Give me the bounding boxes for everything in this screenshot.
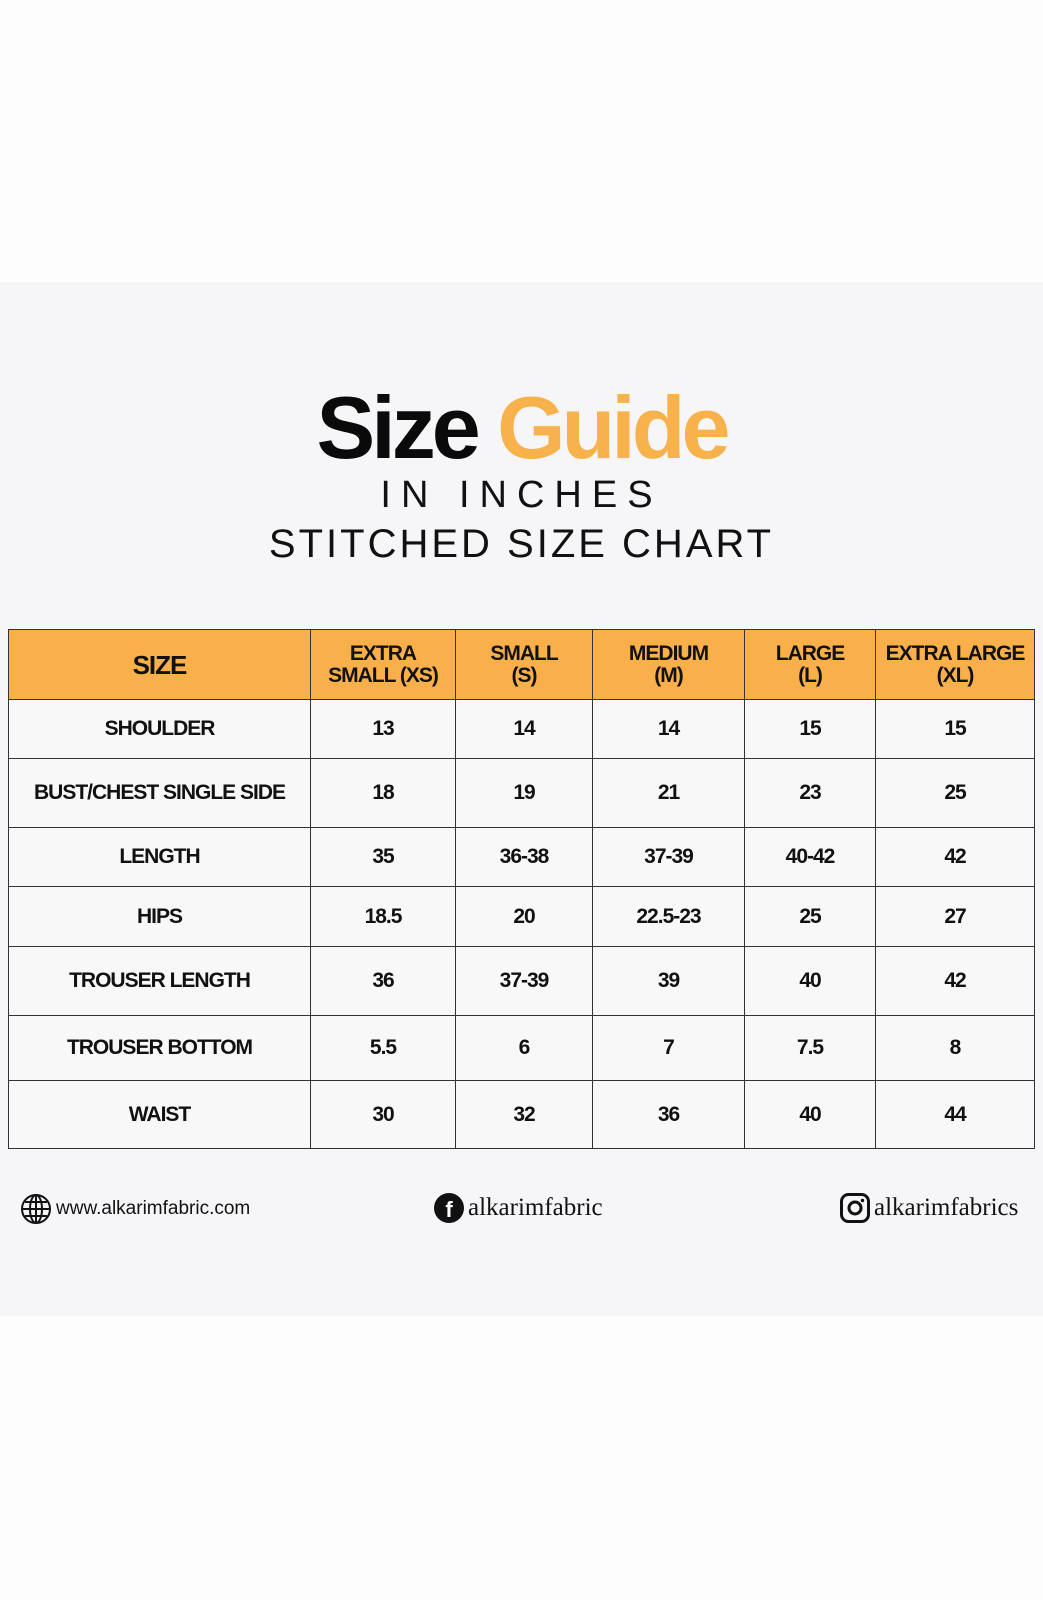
measurement-value: 40: [744, 946, 876, 1016]
facebook-text[interactable]: alkarimfabric: [468, 1194, 603, 1221]
measurement-value: 36: [310, 946, 456, 1016]
header-size-column: MEDIUM (M): [592, 629, 745, 700]
header-label-line: MEDIUM: [628, 641, 709, 665]
table-row: BUST/CHEST SINGLE SIDE 18 19 21 23 25: [8, 758, 1035, 828]
measurement-value: 7.5: [744, 1015, 876, 1081]
header-label-line: (L): [798, 663, 823, 687]
measurement-value: 35: [310, 827, 456, 887]
measurement-value: 22.5-23: [592, 886, 745, 947]
measurement-value: 36-38: [455, 827, 593, 887]
measurement-value: 15: [875, 699, 1035, 759]
header-label-line: SIZE: [132, 649, 188, 680]
measurement-value: 5.5: [310, 1015, 456, 1081]
measurement-value: 36: [592, 1080, 745, 1149]
header-row: SIZE EXTRA SMALL (XS) SMALL (S) MEDIUM (M) LARG…: [8, 629, 1035, 700]
header-label-line: (XL): [936, 663, 975, 687]
header-label-line: SMALL (XS): [328, 663, 439, 687]
table-row: HIPS 18.5 20 22.5-23 25 27: [8, 886, 1035, 947]
measurement-value: 19: [455, 758, 593, 828]
measurement-value: 13: [310, 699, 456, 759]
measurement-label: TROUSER LENGTH: [8, 946, 311, 1016]
measurement-value: 30: [310, 1080, 456, 1149]
header-size: SIZE: [8, 629, 311, 700]
header-size-column: EXTRA LARGE (XL): [875, 629, 1035, 700]
subtitle-units: IN INCHES: [380, 474, 663, 516]
measurement-value: 42: [875, 946, 1035, 1016]
measurement-value: 18.5: [310, 886, 456, 947]
website-link[interactable]: www.alkarimfabric.com: [20, 1193, 250, 1225]
table-row: WAIST 30 32 36 40 44: [8, 1080, 1035, 1149]
header-label-line: (S): [511, 663, 538, 687]
table-row: SHOULDER 13 14 14 15 15: [8, 699, 1035, 759]
measurement-value: 40-42: [744, 827, 876, 887]
facebook-icon: f: [434, 1193, 464, 1223]
measurement-label: TROUSER BOTTOM: [8, 1015, 311, 1081]
measurement-value: 18: [310, 758, 456, 828]
header-label-line: LARGE: [775, 641, 846, 665]
instagram-text[interactable]: alkarimfabrics: [874, 1194, 1019, 1221]
measurement-value: 44: [875, 1080, 1035, 1149]
title-guide: Guide: [497, 378, 730, 477]
table-row: TROUSER BOTTOM 5.5 6 7 7.5 8: [8, 1015, 1035, 1081]
header-label-line: (M): [654, 663, 683, 687]
measurement-value: 8: [875, 1015, 1035, 1081]
measurement-value: 14: [592, 699, 745, 759]
header-label-line: EXTRA LARGE: [885, 641, 1026, 665]
table-row: LENGTH 35 36-38 37-39 40-42 42: [8, 827, 1035, 887]
measurement-value: 23: [744, 758, 876, 828]
measurement-value: 42: [875, 827, 1035, 887]
measurement-value: 37-39: [455, 946, 593, 1016]
table-row: TROUSER LENGTH 36 37-39 39 40 42: [8, 946, 1035, 1016]
measurement-label: WAIST: [8, 1080, 311, 1149]
website-text[interactable]: www.alkarimfabric.com: [56, 1198, 251, 1219]
measurement-value: 25: [744, 886, 876, 947]
measurement-value: 7: [592, 1015, 745, 1081]
header-size-column: LARGE (L): [744, 629, 876, 700]
header-label-line: EXTRA: [349, 641, 417, 665]
footer: www.alkarimfabric.com f alkarimfabric al…: [0, 1193, 1043, 1229]
header-size-column: EXTRA SMALL (XS): [310, 629, 456, 700]
measurement-label: LENGTH: [8, 827, 311, 887]
title-size: Size: [316, 378, 481, 477]
header-label-line: SMALL: [490, 641, 558, 665]
measurement-value: 6: [455, 1015, 593, 1081]
measurement-value: 14: [455, 699, 593, 759]
instagram-icon: [840, 1193, 870, 1223]
measurement-value: 37-39: [592, 827, 745, 887]
measurement-label: SHOULDER: [8, 699, 311, 759]
globe-icon: [21, 1194, 51, 1224]
page-title: Size Guide: [0, 378, 1043, 478]
measurement-value: 20: [455, 886, 593, 947]
instagram-link[interactable]: alkarimfabrics: [840, 1193, 1018, 1223]
measurement-value: 25: [875, 758, 1035, 828]
measurement-value: 27: [875, 886, 1035, 947]
facebook-link[interactable]: f alkarimfabric: [434, 1193, 603, 1223]
measurement-value: 21: [592, 758, 745, 828]
measurement-value: 15: [744, 699, 876, 759]
header-size-column: SMALL (S): [455, 629, 593, 700]
size-table: SIZE EXTRA SMALL (XS) SMALL (S) MEDIUM (M) LARG…: [8, 629, 1035, 1149]
measurement-value: 40: [744, 1080, 876, 1149]
subtitle-chart: STITCHED SIZE CHART: [268, 522, 775, 566]
measurement-label: HIPS: [8, 886, 311, 947]
measurement-label: BUST/CHEST SINGLE SIDE: [8, 758, 311, 828]
measurement-value: 32: [455, 1080, 593, 1149]
measurement-value: 39: [592, 946, 745, 1016]
